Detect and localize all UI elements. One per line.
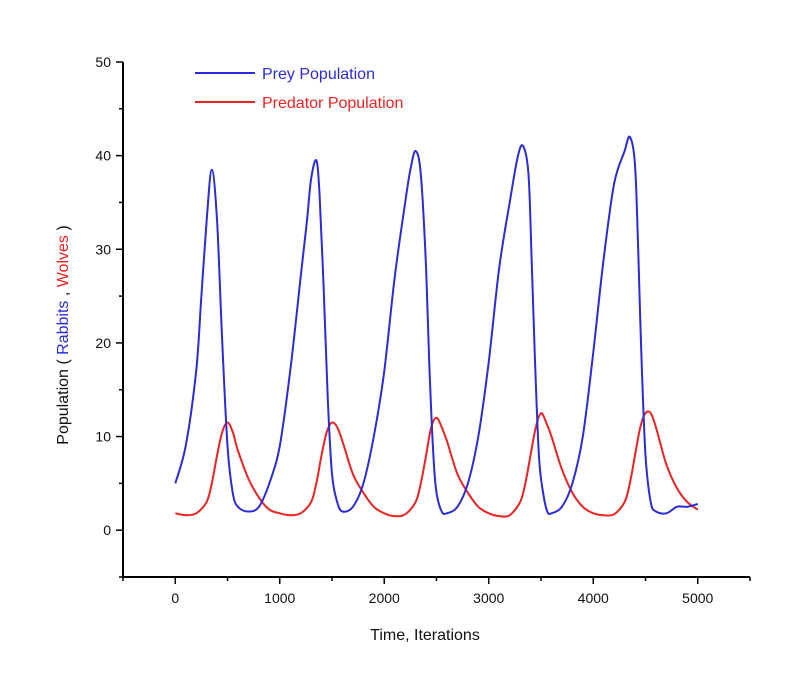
y-tick-label: 0 [103, 522, 111, 538]
series-line-prey [174, 135, 699, 515]
legend-label-prey: Prey Population [262, 66, 375, 83]
y-axis-title: Population ( Rabbits , Wolves ) [55, 225, 72, 444]
y-tick-label: 40 [95, 148, 111, 164]
x-axis-title: Time, Iterations [370, 627, 480, 644]
y-axis-title-wolves: Wolves [55, 235, 72, 287]
x-axis-ticks: 0 1000 2000 3000 4000 5000 [122, 577, 751, 606]
y-tick-label: 20 [95, 335, 111, 351]
axes: 0 10 20 30 40 50 0 1000 2000 3000 4000 5000 [95, 54, 751, 606]
series-line-predator [175, 410, 699, 518]
x-tick-label: 3000 [473, 590, 504, 606]
x-tick-label: 0 [171, 590, 179, 606]
y-axis-title-separator: , [55, 287, 72, 300]
y-axis-title-prefix: Population ( [55, 355, 72, 445]
y-tick-label: 30 [95, 241, 111, 257]
legend-label-predator: Predator Population [262, 95, 403, 112]
y-tick-label: 10 [95, 429, 111, 445]
y-axis-title-suffix: ) [55, 225, 72, 235]
y-tick-label: 50 [95, 54, 111, 70]
legend: Prey Population Predator Population [195, 66, 403, 112]
x-tick-label: 5000 [682, 590, 713, 606]
y-axis-title-rabbits: Rabbits [55, 301, 72, 355]
x-tick-label: 4000 [578, 590, 609, 606]
x-tick-label: 1000 [264, 590, 295, 606]
y-axis-ticks: 0 10 20 30 40 50 [95, 54, 123, 578]
x-tick-label: 2000 [369, 590, 400, 606]
plot-area [174, 135, 699, 518]
